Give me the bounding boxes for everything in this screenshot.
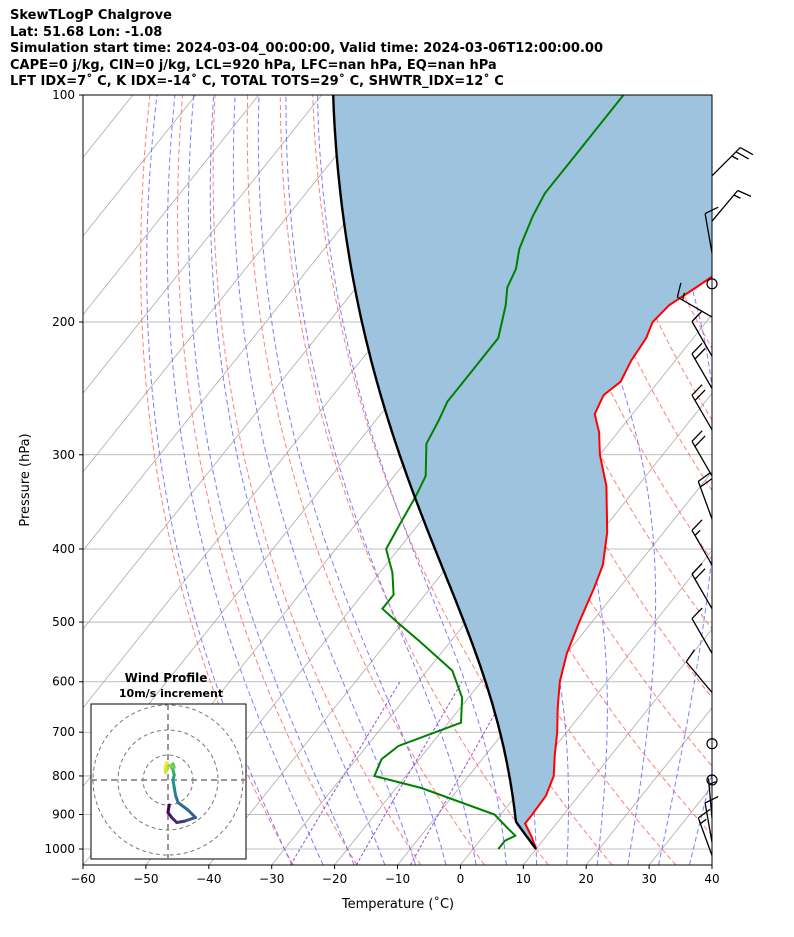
moist-adiabat xyxy=(720,95,794,865)
y-axis-ticks: 100 200 300 400 500 600 700 800 900 1000 xyxy=(44,88,83,856)
moist-adiabat xyxy=(209,95,386,865)
wind-barb xyxy=(691,310,713,357)
cape-cin-shading xyxy=(333,95,712,849)
simulation-times: Simulation start time: 2024-03-04_00:00:… xyxy=(10,41,603,56)
temperature-profile xyxy=(523,275,712,850)
y-tick-label: 500 xyxy=(52,615,75,629)
dry-adiabat xyxy=(212,95,422,865)
dry-adiabat xyxy=(540,95,712,492)
dry-adiabat xyxy=(736,95,794,865)
y-tick-label: 900 xyxy=(52,808,75,822)
station-coordinates: Lat: 51.68 Lon: -1.08 xyxy=(10,24,163,40)
dry-adiabat xyxy=(572,95,712,422)
dry-adiabat xyxy=(246,95,485,865)
hodograph-segment xyxy=(176,801,190,812)
sounding-profiles xyxy=(332,95,712,850)
wind-barb xyxy=(676,282,713,318)
cape-shade xyxy=(333,95,712,849)
x-tick-label: 10 xyxy=(516,872,531,886)
isotherm-line xyxy=(0,95,70,865)
station-title: SkewTLogP Chalgrove xyxy=(10,8,172,23)
y-tick-label: 200 xyxy=(52,315,75,329)
x-tick-label: −30 xyxy=(259,872,284,886)
dewpoint-profile xyxy=(373,95,625,850)
moist-adiabat xyxy=(257,95,447,865)
x-axis-label: Temperature (˚C) xyxy=(341,896,454,912)
isotherm-line xyxy=(83,95,260,316)
parcel-profile xyxy=(332,95,538,850)
mixing-ratio-line xyxy=(290,681,401,865)
y-tick-label: 700 xyxy=(52,725,75,739)
x-tick-label: −50 xyxy=(133,872,158,886)
mixing-ratio-line xyxy=(409,681,514,865)
y-tick-label: 1000 xyxy=(44,842,75,856)
x-tick-label: 20 xyxy=(579,872,594,886)
wind-barb xyxy=(691,342,713,389)
isotherm-line xyxy=(585,707,712,865)
x-axis-ticks: −60 −50 −40 −30 −20 −10 0 10 20 30 40 xyxy=(70,865,720,886)
chart-header: SkewTLogP Chalgrove Lat: 51.68 Lon: -1.0… xyxy=(10,8,603,91)
mixing-ratio-line xyxy=(355,681,463,865)
dry-adiabat xyxy=(140,95,294,865)
isotherm-line xyxy=(334,392,712,865)
dry-adiabat xyxy=(769,95,794,865)
x-tick-label: 30 xyxy=(641,872,656,886)
wind-barb xyxy=(697,472,713,520)
stability-indices: CAPE=0 j/kg, CIN=0 j/kg, LCL=920 hPa, LF… xyxy=(10,57,497,73)
wind-barb xyxy=(691,384,713,431)
y-tick-label: 100 xyxy=(52,88,75,102)
hodograph-title: Wind Profile xyxy=(125,671,208,685)
x-tick-label: 0 xyxy=(457,872,465,886)
dry-adiabat xyxy=(409,95,712,767)
y-tick-label: 800 xyxy=(52,769,75,783)
mixing-ratio-lines xyxy=(290,681,514,865)
y-tick-label: 300 xyxy=(52,448,75,462)
hodograph-subtitle: 10m/s increment xyxy=(119,687,223,700)
wind-barb xyxy=(697,808,713,856)
wind-barb xyxy=(691,563,713,609)
x-tick-label: −40 xyxy=(196,872,221,886)
wind-barb xyxy=(711,147,754,177)
y-axis-label: Pressure (hPa) xyxy=(18,433,33,526)
moist-adiabat xyxy=(166,95,324,865)
wind-barb xyxy=(691,430,713,477)
isotherm-line xyxy=(83,95,385,473)
dry-adiabat xyxy=(279,95,549,865)
dry-adiabat xyxy=(312,95,613,865)
x-tick-label: 40 xyxy=(704,872,719,886)
thermodynamic-indices: LFT IDX=7˚ C, K IDX=-14˚ C, TOTAL TOTS=2… xyxy=(10,74,504,89)
isotherm-line xyxy=(460,549,712,865)
wind-barb xyxy=(691,519,713,566)
x-tick-label: −10 xyxy=(385,872,410,886)
wind-barbs xyxy=(676,147,754,856)
x-tick-label: −60 xyxy=(70,872,95,886)
hodograph-segment xyxy=(186,808,197,819)
wind-barb xyxy=(685,649,713,693)
y-tick-label: 400 xyxy=(52,542,75,556)
dry-adiabat xyxy=(177,95,358,865)
moist-adiabat xyxy=(187,95,355,865)
moist-adiabat xyxy=(631,95,712,865)
wind-barb xyxy=(711,189,752,222)
isotherm-line xyxy=(83,95,197,237)
isotherm-line xyxy=(83,95,322,394)
x-tick-label: −20 xyxy=(322,872,347,886)
wind-barb xyxy=(691,607,713,654)
dry-adiabat xyxy=(702,95,712,119)
hodograph-inset: Wind Profile 10m/s increment xyxy=(90,671,247,860)
moist-adiabat xyxy=(317,95,507,865)
y-tick-label: 600 xyxy=(52,675,75,689)
isotherm-line xyxy=(711,864,712,865)
moist-adiabat xyxy=(146,95,293,865)
moist-adiabat xyxy=(232,95,416,865)
hodograph-segment xyxy=(163,761,169,769)
isotherm-line xyxy=(522,628,712,865)
